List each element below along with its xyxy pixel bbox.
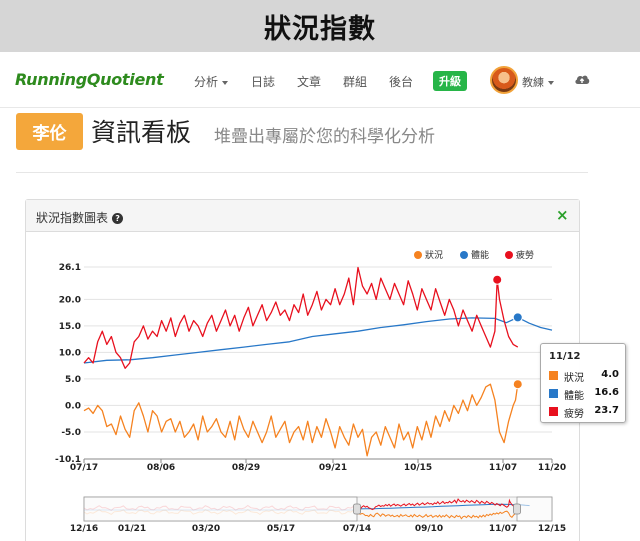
logo[interactable]: RunningQuotient — [15, 70, 164, 89]
status-swatch — [549, 371, 558, 380]
navigator-tick-label: 12/15 — [538, 524, 566, 534]
help-icon[interactable]: ? — [112, 213, 124, 224]
chart-series — [83, 266, 553, 457]
navigator-handle-left[interactable] — [353, 503, 361, 515]
fatigue-series-line[interactable] — [83, 266, 519, 369]
chart-legend[interactable]: 狀況 體能 疲勞 — [414, 249, 534, 261]
chart-axes: 26.1 20.0 15.0 10.0 5.0 0.0 -5.0 -10.107/17 08/0… — [55, 263, 566, 473]
nav-item-admin[interactable]: 後台 — [389, 75, 414, 89]
nav-item-analysis[interactable]: 分析 — [194, 73, 229, 90]
x-tick-label: 07/17 — [70, 463, 98, 473]
tooltip-value: 16.6 — [594, 387, 619, 398]
user-badge: 李伦 — [16, 113, 83, 150]
coach-label: 教練 — [522, 76, 544, 89]
chevron-down-icon — [548, 81, 554, 85]
panel-header: 狀況指數圖表? × — [26, 200, 579, 232]
navigator-tick-label: 07/14 — [343, 524, 371, 534]
upgrade-button[interactable]: 升級 — [433, 71, 467, 91]
y-tick-label: 15.0 — [59, 322, 81, 332]
navigator-mask-right — [516, 496, 553, 522]
legend-item-fatigue[interactable]: 疲勞 — [505, 249, 534, 261]
panel-title: 狀況指數圖表? — [36, 209, 124, 226]
panel-title-text: 狀況指數圖表 — [36, 211, 109, 225]
legend-dot-icon — [505, 251, 513, 259]
tooltip-name: 疲勞 — [564, 409, 584, 420]
chevron-down-icon — [222, 80, 229, 85]
page-subtitle: 堆疊出專屬於您的科學化分析 — [214, 127, 435, 147]
navigator-series-status — [356, 510, 518, 520]
status-series-line[interactable] — [83, 383, 519, 457]
close-icon[interactable]: × — [556, 206, 569, 224]
y-tick-label: 10.0 — [59, 348, 81, 358]
nav-item-log[interactable]: 日誌 — [251, 75, 276, 89]
y-tick-label: -5.0 — [61, 428, 81, 438]
chart-navigator[interactable]: 12/16 01/21 03/20 05/17 07/14 09/10 11/07 12/15 — [70, 496, 566, 534]
avatar[interactable] — [490, 66, 518, 94]
y-tick-label: 0.0 — [65, 401, 81, 411]
y-tick-label: 26.1 — [59, 263, 81, 273]
fatigue-swatch — [549, 407, 558, 416]
x-tick-label: 11/07 — [489, 463, 517, 473]
y-tick-label: 5.0 — [65, 375, 81, 385]
chart-markers — [492, 274, 523, 390]
banner-title: 狀況指數 — [264, 13, 376, 45]
page-title: 資訊看板 — [91, 118, 192, 147]
legend-label: 狀況 — [425, 249, 443, 261]
divider — [16, 172, 588, 173]
legend-dot-icon — [414, 251, 422, 259]
tooltip-date: 11/12 — [549, 351, 581, 362]
tooltip-name: 體能 — [564, 391, 584, 402]
navigator-tick-label: 01/21 — [118, 524, 146, 534]
coach-menu[interactable]: 教練 — [522, 74, 554, 90]
fitness-series-line[interactable] — [83, 316, 553, 364]
nav-item-groups[interactable]: 群組 — [343, 75, 368, 89]
top-banner: 狀況指數 — [0, 0, 640, 52]
tooltip-row-fitness: 體能 16.6 — [549, 387, 623, 402]
navigator-handle-right[interactable] — [513, 503, 521, 515]
x-tick-label: 10/15 — [404, 463, 432, 473]
tooltip-row-status: 狀況 4.0 — [549, 369, 623, 384]
nav-item-label: 分析 — [194, 75, 219, 89]
tooltip-name: 狀況 — [564, 373, 584, 384]
legend-dot-icon — [460, 251, 468, 259]
chart-tooltip: 11/12 狀況 4.0 體能 16.6 疲勞 23.7 — [540, 343, 626, 423]
fatigue-marker — [492, 274, 503, 285]
navigator-tick-label: 12/16 — [70, 524, 98, 534]
navbar: RunningQuotient 分析 日誌 文章 群組 後台 升級 教練 — [0, 52, 640, 108]
legend-item-fitness[interactable]: 體能 — [460, 249, 489, 261]
navigator-tick-label: 09/10 — [415, 524, 443, 534]
cloud-upload-icon[interactable] — [574, 72, 590, 86]
navigator-mask-left — [83, 496, 358, 522]
legend-label: 疲勞 — [516, 249, 534, 261]
legend-label: 體能 — [471, 249, 489, 261]
navigator-tick-label: 03/20 — [192, 524, 220, 534]
navigator-tick-label: 11/07 — [489, 524, 517, 534]
tooltip-value: 23.7 — [594, 405, 619, 416]
nav-item-articles[interactable]: 文章 — [297, 75, 322, 89]
status-marker — [512, 379, 523, 390]
fitness-marker — [512, 312, 523, 323]
x-tick-label: 11/20 — [538, 463, 566, 473]
x-tick-label: 08/29 — [232, 463, 260, 473]
legend-item-status[interactable]: 狀況 — [414, 249, 443, 261]
y-tick-label: -10.1 — [55, 455, 81, 465]
navigator-series-fatigue — [356, 498, 518, 511]
navigator-tick-label: 05/17 — [267, 524, 295, 534]
tooltip-row-fatigue: 疲勞 23.7 — [549, 405, 623, 420]
tooltip-value: 4.0 — [601, 369, 619, 380]
fitness-swatch — [549, 389, 558, 398]
x-tick-label: 09/21 — [319, 463, 347, 473]
chart-panel: 狀況指數圖表? × — [25, 199, 580, 541]
y-tick-label: 20.0 — [59, 295, 81, 305]
x-tick-label: 08/06 — [147, 463, 175, 473]
